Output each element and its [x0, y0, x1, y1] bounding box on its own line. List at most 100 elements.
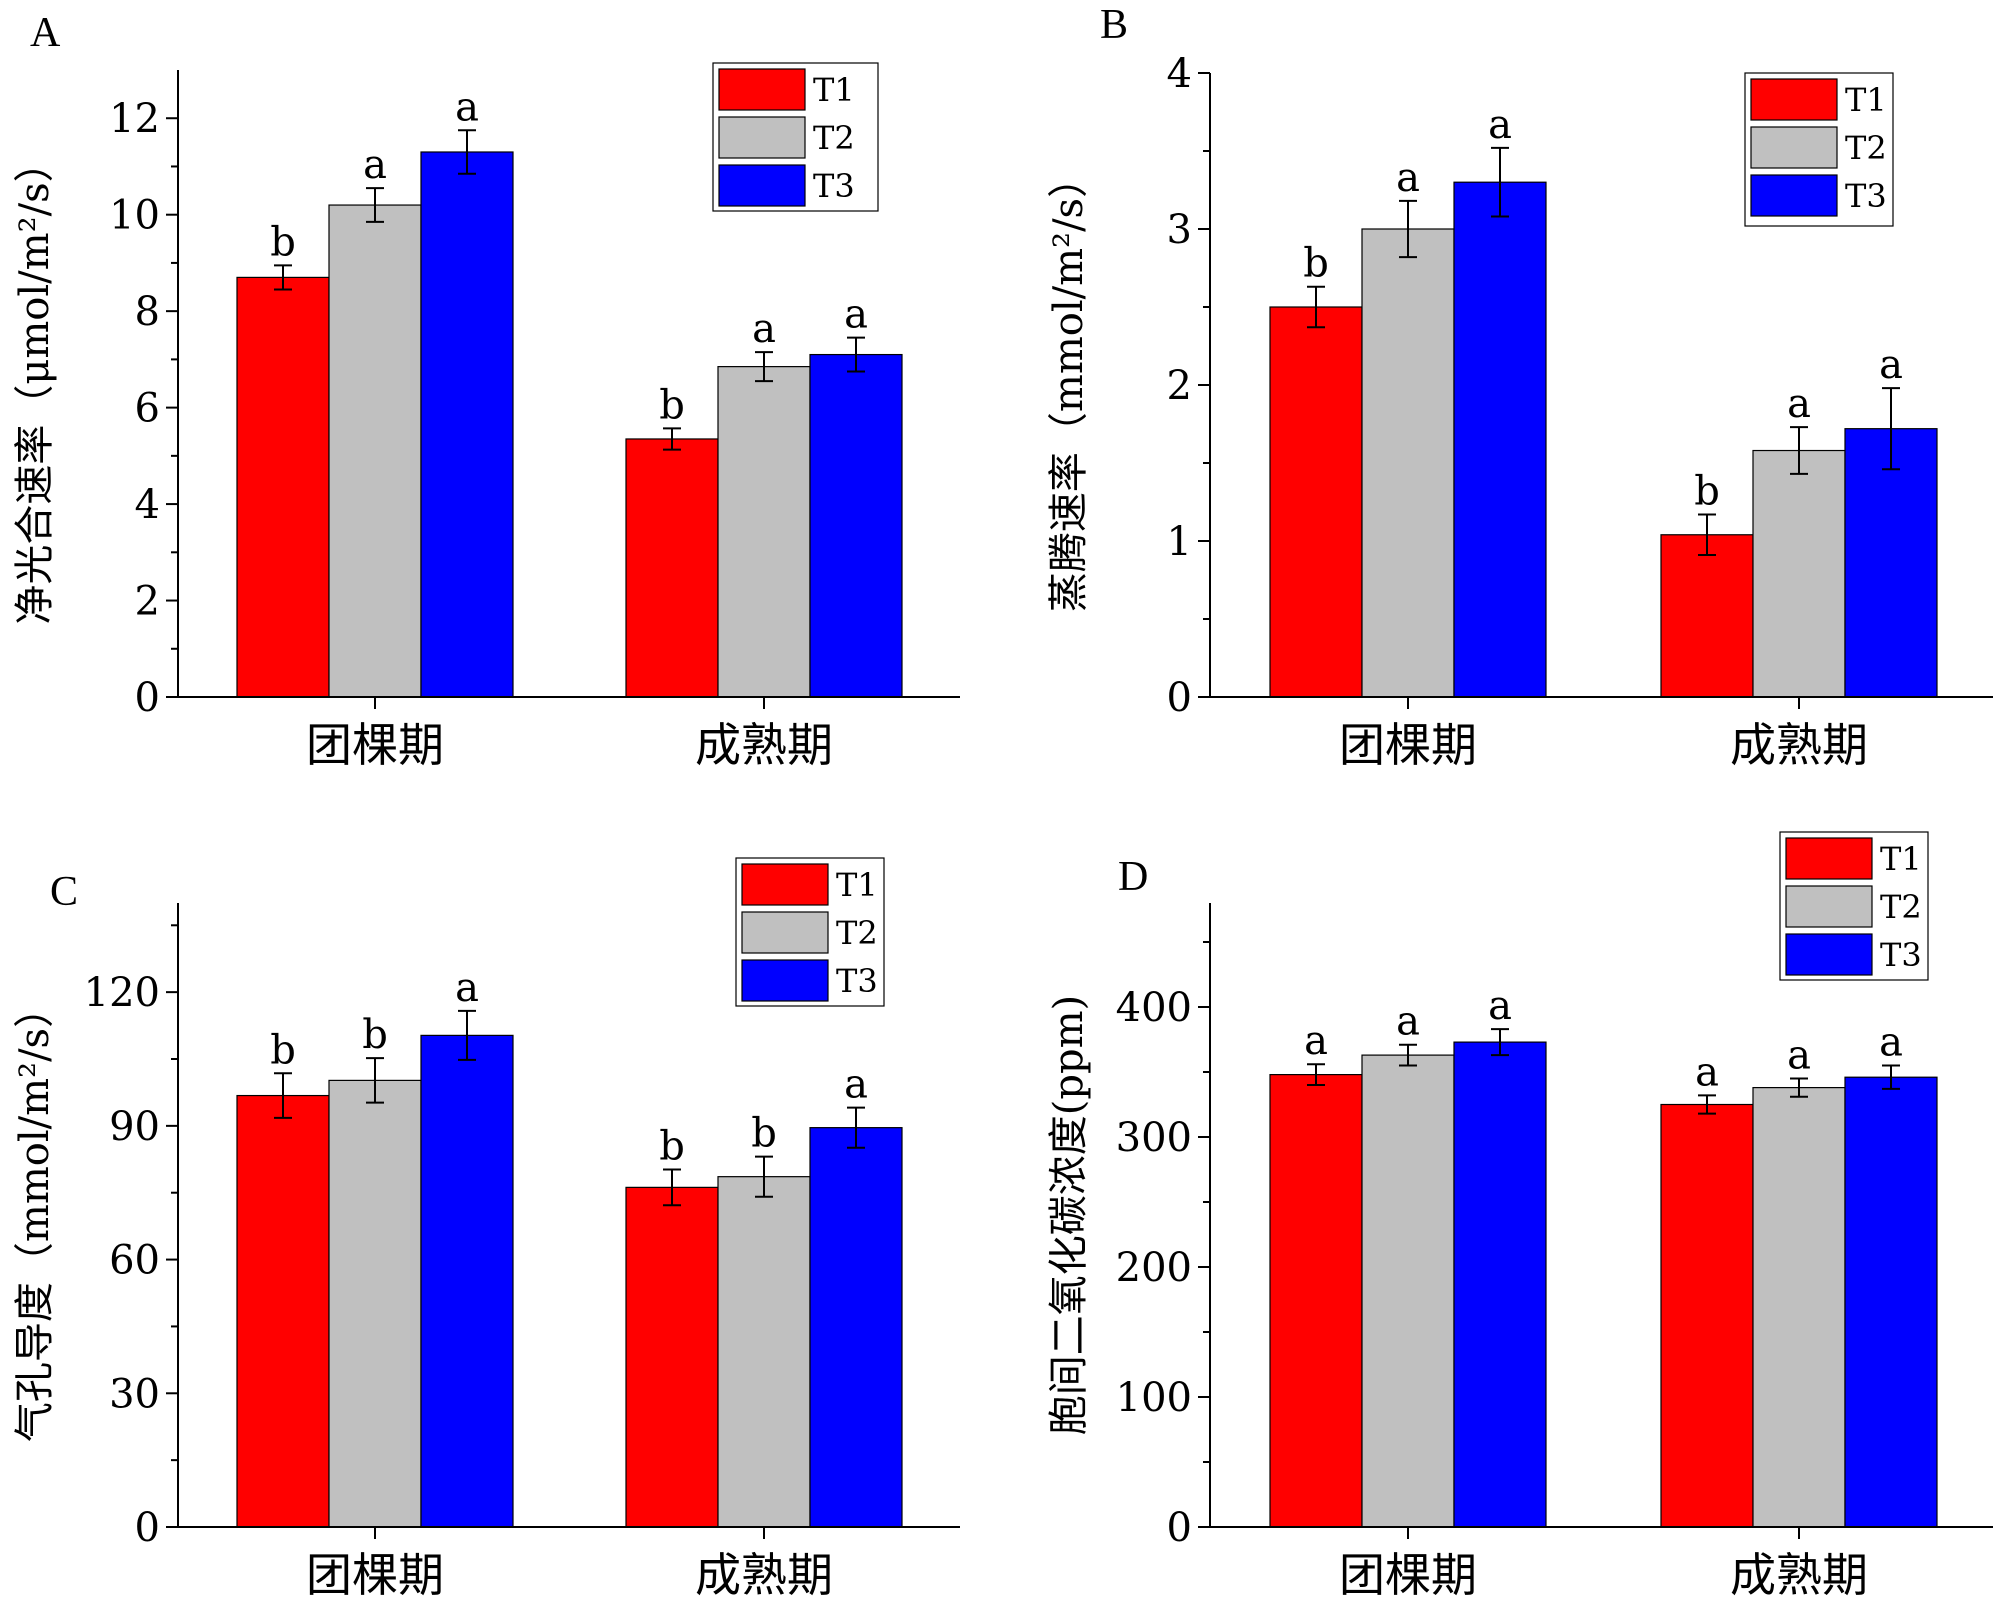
- bar: [625, 1186, 719, 1528]
- significance-label: a: [455, 965, 479, 1011]
- y-tick-label: 0: [135, 1505, 160, 1551]
- panel-d: Da a a 团棵期 a a a 成熟期 0 100 200 300 400 胞间二氧化碳浓度(ppm) T…: [1046, 831, 1993, 1602]
- legend-label: T1: [813, 71, 855, 109]
- bar: [236, 276, 330, 698]
- panel-letter: D: [1118, 854, 1148, 900]
- bar: [1361, 1054, 1455, 1528]
- y-tick-label: 4: [135, 482, 160, 528]
- significance-label: a: [752, 306, 776, 352]
- significance-label: a: [1488, 102, 1512, 148]
- significance-label: a: [1488, 983, 1512, 1029]
- significance-label: a: [1787, 1033, 1811, 1079]
- x-tick-label: 成熟期: [1730, 1548, 1868, 1602]
- x-tick-label: 成熟期: [695, 718, 833, 772]
- x-tick-label: 成熟期: [695, 1548, 833, 1602]
- bar: [328, 204, 422, 698]
- significance-label: a: [1695, 1049, 1719, 1095]
- legend-swatch: [741, 863, 829, 906]
- legend-swatch: [1785, 933, 1873, 976]
- y-tick-label: 8: [135, 289, 160, 335]
- legend-label: T3: [836, 962, 878, 1000]
- x-tick-label: 成熟期: [1730, 718, 1868, 772]
- bar: [1660, 1103, 1754, 1528]
- significance-label: a: [1304, 1018, 1328, 1064]
- x-tick-label: 团棵期: [306, 718, 444, 772]
- legend-swatch: [718, 68, 806, 111]
- bar: [1453, 1041, 1547, 1528]
- y-tick-label: 0: [135, 675, 160, 721]
- significance-label: a: [1396, 155, 1420, 201]
- legend-swatch: [741, 911, 829, 954]
- bar: [1453, 181, 1547, 698]
- y-axis-title: 胞间二氧化碳浓度(ppm): [1046, 995, 1092, 1435]
- legend: T1 T2 T3: [712, 62, 879, 212]
- significance-label: a: [1787, 381, 1811, 427]
- y-tick-label: 2: [135, 579, 160, 625]
- significance-label: b: [270, 1027, 296, 1073]
- y-tick-label: 0: [1167, 675, 1192, 721]
- legend-label: T1: [1880, 840, 1922, 878]
- y-tick-label: 200: [1116, 1245, 1192, 1291]
- panel-letter: B: [1100, 2, 1128, 48]
- y-axis-title: 净光合速率（μmol/m²/s）: [12, 142, 58, 624]
- significance-label: a: [1879, 1020, 1903, 1066]
- significance-label: b: [751, 1111, 777, 1157]
- legend-label: T3: [1845, 177, 1887, 215]
- y-tick-label: 60: [109, 1238, 160, 1284]
- legend-label: T2: [836, 914, 878, 952]
- legend-swatch: [718, 116, 806, 159]
- y-tick-label: 0: [1167, 1505, 1192, 1551]
- y-axis-title: 蒸腾速率（mmol/m²/s）: [1046, 158, 1092, 612]
- significance-label: b: [1303, 241, 1329, 287]
- legend-swatch: [718, 164, 806, 207]
- significance-label: b: [362, 1012, 388, 1058]
- bar: [1752, 449, 1846, 698]
- legend-label: T2: [1880, 888, 1922, 926]
- bar: [1361, 228, 1455, 698]
- bar: [1752, 1086, 1846, 1528]
- bar: [420, 1034, 514, 1528]
- bar: [809, 1127, 903, 1528]
- legend-label: T2: [1845, 129, 1887, 167]
- bar: [1844, 1076, 1938, 1528]
- y-tick-label: 30: [109, 1371, 160, 1417]
- y-tick-label: 12: [109, 96, 160, 142]
- significance-label: b: [659, 1124, 685, 1170]
- panel-c: Cb b a 团棵期 b b a 成熟期 0 30 60 90 120 气孔导度（mmol/m²/s） T1…: [12, 857, 960, 1602]
- y-tick-label: 3: [1167, 207, 1192, 253]
- significance-label: a: [1396, 999, 1420, 1045]
- bar: [1844, 428, 1938, 698]
- bar: [809, 353, 903, 698]
- y-tick-label: 120: [84, 970, 160, 1016]
- bar: [625, 438, 719, 698]
- x-tick-label: 团棵期: [1339, 1548, 1477, 1602]
- significance-label: b: [1694, 468, 1720, 514]
- legend-swatch: [741, 959, 829, 1002]
- x-tick-label: 团棵期: [1339, 718, 1477, 772]
- panel-a: Ab a a 团棵期 b a a 成熟期 0 2 4 6 8 10 12 净光合速率（μmol/m²/s） T1…: [12, 10, 960, 772]
- panel-b: Bb a a 团棵期 b a a 成熟期 0 1 2 3 4 蒸腾速率（mmol/m²/s） T1 T2 T3: [1046, 2, 1993, 772]
- legend-label: T3: [1880, 936, 1922, 974]
- bar: [236, 1094, 330, 1528]
- legend-label: T3: [813, 167, 855, 205]
- significance-label: a: [363, 142, 387, 188]
- legend: T1 T2 T3: [735, 857, 885, 1007]
- panel-letter: C: [50, 869, 78, 915]
- legend-swatch: [1750, 174, 1838, 217]
- y-tick-label: 400: [1116, 985, 1192, 1031]
- y-tick-label: 10: [109, 193, 160, 239]
- x-tick-label: 团棵期: [306, 1548, 444, 1602]
- bar: [1660, 534, 1754, 698]
- significance-label: a: [455, 84, 479, 130]
- bar: [717, 366, 811, 698]
- legend-swatch: [1750, 78, 1838, 121]
- significance-label: a: [1879, 342, 1903, 388]
- y-tick-label: 100: [1116, 1375, 1192, 1421]
- y-tick-label: 90: [109, 1104, 160, 1150]
- legend-label: T2: [813, 119, 855, 157]
- bar: [328, 1079, 422, 1528]
- legend-swatch: [1750, 126, 1838, 169]
- y-tick-label: 6: [135, 386, 160, 432]
- bar: [717, 1176, 811, 1528]
